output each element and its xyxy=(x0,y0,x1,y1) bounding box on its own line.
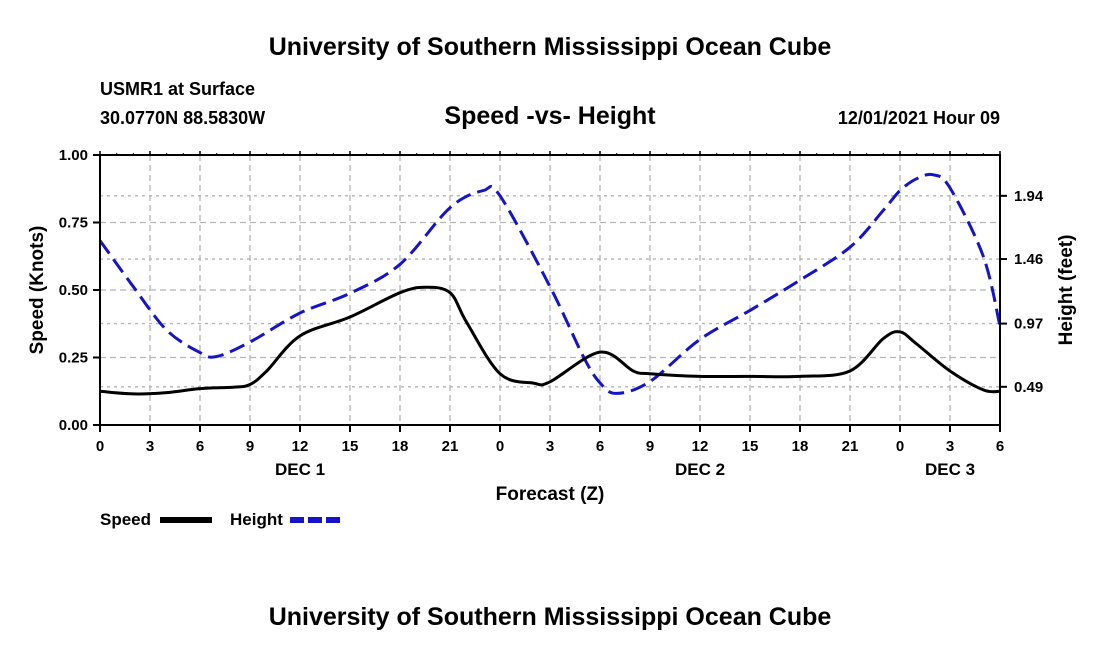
x-tick-label: 6 xyxy=(196,438,204,455)
legend-height-label: Height xyxy=(230,510,283,529)
x-tick-label: 21 xyxy=(842,438,859,455)
x-tick-label: 0 xyxy=(496,438,504,455)
footer-title: University of Southern Mississippi Ocean… xyxy=(269,603,832,631)
day-label: DEC 2 xyxy=(675,460,725,479)
x-tick-label: 15 xyxy=(742,438,759,455)
grid xyxy=(100,155,1000,425)
x-tick-label: 18 xyxy=(792,438,809,455)
day-label: DEC 3 xyxy=(925,460,975,479)
date-label: 12/01/2021 Hour 09 xyxy=(838,108,1000,128)
day-label: DEC 1 xyxy=(275,460,325,479)
y-left-tick-label: 0.75 xyxy=(59,215,88,232)
legend-speed-label: Speed xyxy=(100,510,151,529)
x-tick-label: 9 xyxy=(246,438,254,455)
axis-ticks: 0 3 6 9 12 15 18 21 0 3 6 9 12 15 18 21 0 3 6 DEC 1 DEC 2 DEC… xyxy=(59,147,1044,479)
x-tick-label: 9 xyxy=(646,438,654,455)
legend: Speed Height xyxy=(100,510,342,529)
x-tick-label: 3 xyxy=(946,438,954,455)
x-tick-label: 18 xyxy=(392,438,409,455)
location-label: 30.0770N 88.5830W xyxy=(100,108,265,128)
series-line-height xyxy=(98,172,1002,395)
x-axis-label: Forecast (Z) xyxy=(496,484,605,505)
y-left-tick-label: 0.25 xyxy=(59,350,88,367)
y-left-tick-label: 1.00 xyxy=(59,147,88,164)
y-right-tick-label: 0.97 xyxy=(1014,316,1043,333)
x-tick-label: 3 xyxy=(546,438,554,455)
y-left-tick-label: 0.50 xyxy=(59,282,88,299)
y-axis-right-label: Height (feet) xyxy=(1056,235,1077,346)
y-right-tick-label: 1.46 xyxy=(1014,251,1043,268)
station-label: USMR1 at Surface xyxy=(100,79,255,99)
x-tick-label: 15 xyxy=(342,438,359,455)
x-tick-label: 12 xyxy=(292,438,309,455)
y-right-tick-label: 0.49 xyxy=(1014,379,1043,396)
x-tick-label: 0 xyxy=(896,438,904,455)
y-left-tick-label: 0.00 xyxy=(59,417,88,434)
x-tick-label: 3 xyxy=(146,438,154,455)
x-tick-label: 12 xyxy=(692,438,709,455)
x-tick-label: 0 xyxy=(96,438,104,455)
chart-title: Speed -vs- Height xyxy=(444,102,656,130)
y-right-tick-label: 1.94 xyxy=(1014,188,1044,205)
y-axis-left-label: Speed (Knots) xyxy=(27,226,48,355)
plot-lines xyxy=(98,172,1002,396)
x-tick-label: 6 xyxy=(996,438,1004,455)
header-title: University of Southern Mississippi Ocean… xyxy=(269,33,832,61)
x-tick-label: 6 xyxy=(596,438,604,455)
x-tick-label: 21 xyxy=(442,438,459,455)
series-line-speed xyxy=(99,285,1001,396)
